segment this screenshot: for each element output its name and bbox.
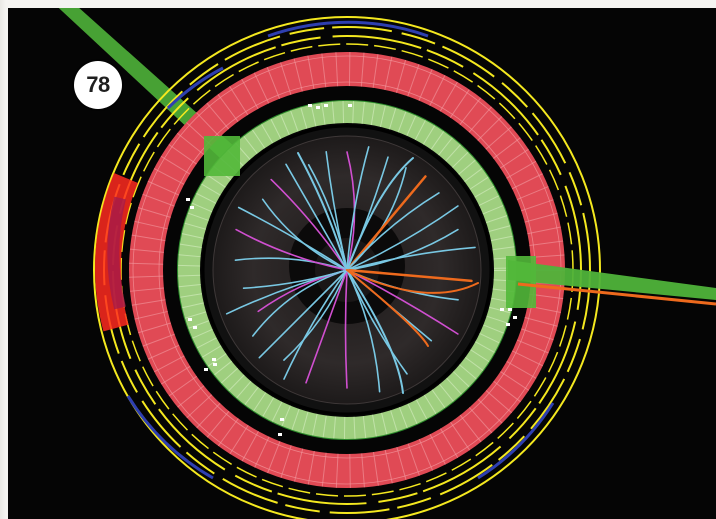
calorimeter-hits <box>186 104 517 436</box>
particle-track <box>283 269 348 361</box>
particle-track <box>344 269 348 389</box>
particle-track <box>346 269 479 294</box>
detector-event-display <box>58 8 716 519</box>
calorimeter-hit <box>348 104 352 107</box>
event-display-photo: 78 <box>8 8 716 519</box>
particle-track <box>235 228 348 271</box>
calorimeter-hit <box>308 104 312 107</box>
particle-track <box>346 269 381 393</box>
particle-track <box>346 205 459 271</box>
particle-track <box>346 146 370 271</box>
particle-track <box>345 268 473 283</box>
particle-track <box>237 206 348 271</box>
calorimeter-hit <box>508 308 512 311</box>
particle-track <box>346 246 476 271</box>
particle-tracks <box>225 146 479 394</box>
calorimeter-hit <box>212 358 216 361</box>
particle-track <box>258 269 348 359</box>
particle-track <box>261 198 348 271</box>
particle-track <box>346 269 404 394</box>
calorimeter-hit <box>188 318 192 321</box>
page-number: 78 <box>86 72 110 97</box>
calorimeter-hit <box>204 368 208 371</box>
calorimeter-hit <box>506 323 510 326</box>
muon-accents <box>126 20 555 480</box>
particle-track <box>270 178 348 271</box>
page-number-badge: 78 <box>74 61 122 109</box>
calorimeter-hit <box>278 433 282 436</box>
particle-track <box>285 163 348 271</box>
calorimeter-hit <box>193 326 197 329</box>
calorimeter-hit <box>316 106 320 109</box>
particle-track <box>297 152 348 271</box>
calorimeter-hit <box>500 308 504 311</box>
calorimeter-hit <box>186 198 190 201</box>
particle-track <box>325 151 348 271</box>
calorimeter-hit <box>190 206 194 209</box>
particle-track <box>283 269 348 380</box>
particle-track <box>242 269 348 289</box>
particle-track <box>346 192 440 271</box>
calorimeter-hit <box>213 363 217 366</box>
particle-track <box>346 269 429 347</box>
jet-beam-right <box>506 256 716 308</box>
particle-track <box>346 157 414 271</box>
particle-track <box>346 228 459 271</box>
jet-tower-upper-left <box>204 136 240 176</box>
calorimeter-hit <box>280 418 284 421</box>
calorimeter-hit <box>513 316 517 319</box>
calorimeter-hit <box>324 104 328 107</box>
particle-track <box>305 269 348 384</box>
